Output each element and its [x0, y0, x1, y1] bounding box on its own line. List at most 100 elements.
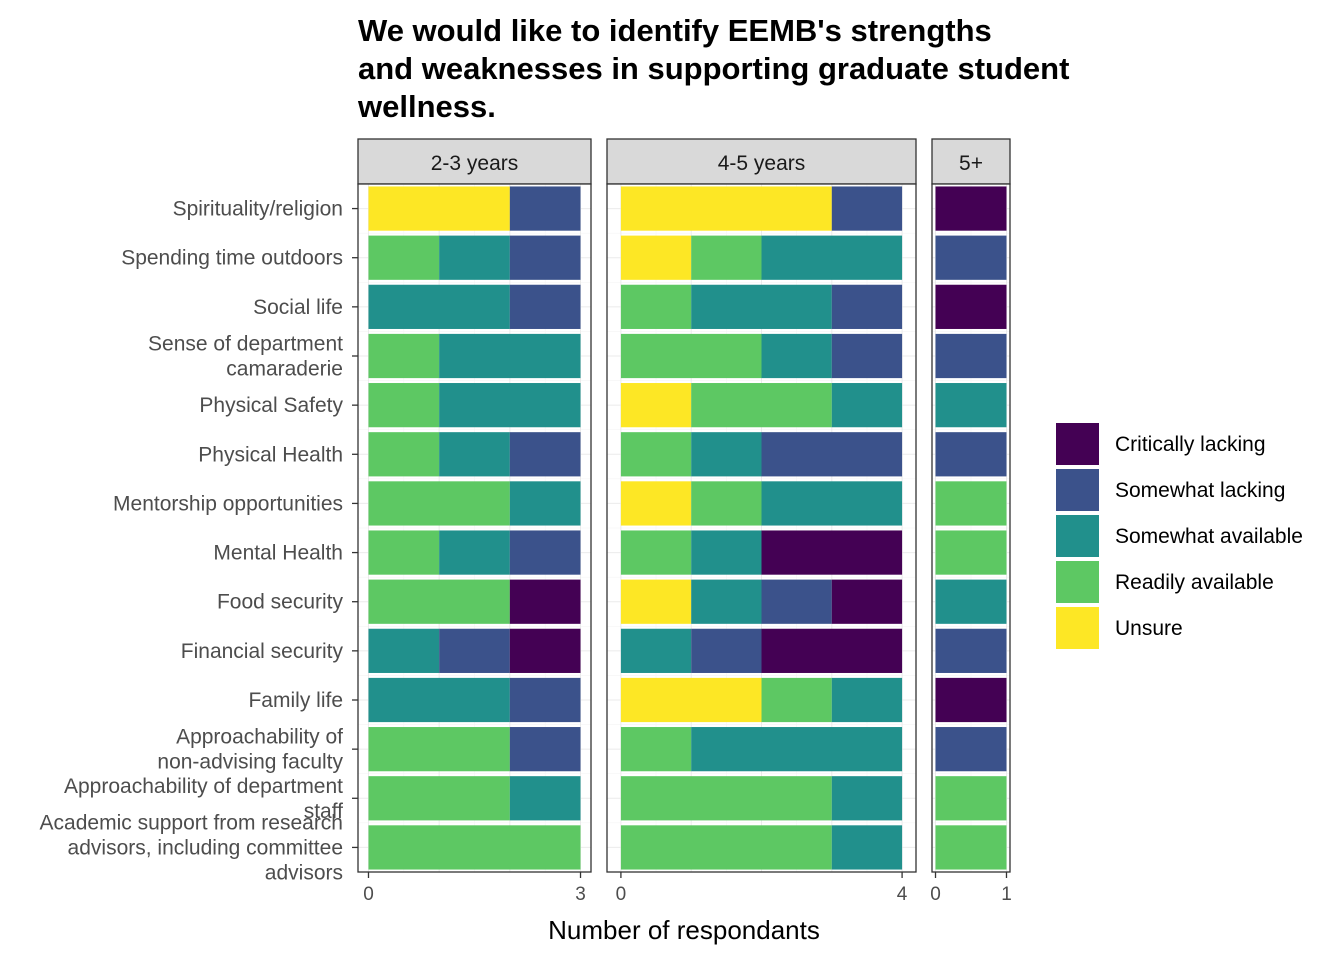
bar-4-5-years-physical-health-somewhat-available	[691, 432, 762, 477]
title-line-2: and weaknesses in supporting graduate st…	[358, 51, 1069, 86]
bar-4-5-years-physical-safety-readily-available	[691, 383, 832, 428]
chart-title: We would like to identify EEMB's strengt…	[357, 13, 1069, 124]
category-label-family-life: Family life	[248, 689, 343, 712]
x-tick-label: 0	[363, 884, 374, 905]
bar-4-5-years-mental-health-somewhat-available	[691, 530, 762, 575]
bar-2-3-years-spending-time-outdoors-somewhat-available	[439, 235, 510, 280]
legend-key-unsure	[1056, 607, 1099, 649]
bar-4-5-years-mental-health-readily-available	[620, 530, 692, 575]
bar-4-5-years-physical-safety-unsure	[620, 383, 692, 428]
bar-5-food-security-somewhat-available	[935, 579, 1007, 624]
panel-border	[357, 183, 592, 873]
bar-2-3-years-physical-health-somewhat-lacking	[509, 432, 581, 477]
bar-4-5-years-mental-health-critically-lacking	[761, 530, 903, 575]
bar-2-3-years-physical-safety-readily-available	[368, 383, 440, 428]
bar-4-5-years-approachability-of-department-staff-somewhat-available	[831, 776, 903, 821]
strip-label-2-3-years: 2-3 years	[431, 152, 519, 175]
bar-2-3-years-approachability-of-non-advising-faculty-somewhat-lacking	[509, 727, 581, 772]
category-label-mentorship-opportunities: Mentorship opportunities	[113, 492, 343, 515]
x-tick-label: 4	[897, 884, 908, 905]
bar-5-sense-of-department-camaraderie-somewhat-lacking	[935, 333, 1007, 379]
bar-2-3-years-family-life-somewhat-available	[368, 677, 510, 723]
bar-2-3-years-physical-health-somewhat-available	[439, 432, 510, 477]
bar-4-5-years-family-life-readily-available	[761, 677, 832, 723]
bar-2-3-years-spending-time-outdoors-readily-available	[368, 235, 440, 280]
bar-5-mental-health-readily-available	[935, 530, 1007, 575]
legend: Critically lacking Somewhat lacking Somewh…	[1056, 423, 1303, 649]
legend-key-somewhat-lacking	[1056, 469, 1099, 511]
panel-2-3-years: 2-3 years 0 3	[357, 138, 592, 905]
bar-2-3-years-sense-of-department-camaraderie-readily-available	[368, 333, 440, 379]
bar-5-physical-health-somewhat-lacking	[935, 432, 1007, 477]
category-label-approachability-of-non-advising-faculty: Approachability of	[176, 726, 343, 749]
legend-label-readily-available: Readily available	[1115, 571, 1274, 594]
bar-5-physical-safety-somewhat-available	[935, 383, 1007, 428]
bar-4-5-years-physical-safety-somewhat-available	[831, 383, 903, 428]
x-tick-label: 3	[575, 884, 586, 905]
category-label-sense-of-department-camaraderie: Sense of department	[148, 333, 343, 356]
facet-panels: 2-3 years 0 3 4-5 years 0 4 5+ 0 1	[357, 138, 1012, 905]
bar-2-3-years-mental-health-readily-available	[368, 530, 440, 575]
category-label-mental-health: Mental Health	[213, 542, 343, 565]
category-label-approachability-of-non-advising-faculty: non-advising faculty	[157, 751, 343, 774]
bar-4-5-years-mentorship-opportunities-unsure	[620, 481, 692, 526]
bar-4-5-years-food-security-unsure	[620, 579, 692, 624]
category-label-approachability-of-department-staff: Approachability of department	[64, 775, 343, 798]
x-tick-label: 0	[930, 884, 941, 905]
bar-2-3-years-physical-health-readily-available	[368, 432, 440, 477]
category-label-approachability-of-department-staff: staff	[304, 800, 343, 823]
bar-2-3-years-sense-of-department-camaraderie-somewhat-available	[439, 333, 581, 379]
bar-4-5-years-academic-support-from-research-advisors-including-committee-advisors-readily-available	[620, 825, 832, 870]
bar-4-5-years-approachability-of-non-advising-faculty-readily-available	[620, 727, 692, 772]
bar-4-5-years-social-life-somewhat-available	[691, 284, 832, 329]
category-label-spending-time-outdoors: Spending time outdoors	[121, 247, 343, 270]
bar-4-5-years-mentorship-opportunities-somewhat-available	[761, 481, 903, 526]
bar-4-5-years-social-life-somewhat-lacking	[831, 284, 903, 329]
legend-key-critically-lacking	[1056, 423, 1099, 465]
panel-4-5-years: 4-5 years 0 4	[606, 138, 917, 905]
bar-5-financial-security-somewhat-lacking	[935, 628, 1007, 673]
category-label-physical-safety: Physical Safety	[199, 394, 343, 417]
legend-label-unsure: Unsure	[1115, 617, 1183, 640]
bar-4-5-years-financial-security-somewhat-lacking	[691, 628, 762, 673]
bar-5-academic-support-from-research-advisors-including-committee-advisors-readily-available	[935, 825, 1007, 870]
bar-2-3-years-approachability-of-non-advising-faculty-readily-available	[368, 727, 510, 772]
category-label-food-security: Food security	[217, 591, 344, 614]
bar-5-spirituality-religion-critically-lacking	[935, 186, 1007, 231]
bar-4-5-years-sense-of-department-camaraderie-somewhat-lacking	[831, 333, 903, 379]
bar-4-5-years-food-security-critically-lacking	[831, 579, 903, 624]
panel-5: 5+ 0 1	[930, 138, 1012, 905]
bar-4-5-years-approachability-of-department-staff-readily-available	[620, 776, 832, 821]
category-label-sense-of-department-camaraderie: camaraderie	[226, 358, 343, 381]
bar-4-5-years-academic-support-from-research-advisors-including-committee-advisors-somewhat-available	[831, 825, 903, 870]
x-axis-title: Number of respondants	[548, 915, 820, 945]
bar-5-approachability-of-non-advising-faculty-somewhat-lacking	[935, 727, 1007, 772]
bar-2-3-years-spirituality-religion-somewhat-lacking	[509, 186, 581, 231]
panel-border	[931, 183, 1011, 873]
bar-4-5-years-family-life-somewhat-available	[831, 677, 903, 723]
bar-2-3-years-spending-time-outdoors-somewhat-lacking	[509, 235, 581, 280]
bar-2-3-years-food-security-critically-lacking	[509, 579, 581, 624]
legend-key-readily-available	[1056, 561, 1099, 603]
strip-label-5: 5+	[959, 152, 983, 175]
bar-2-3-years-financial-security-somewhat-available	[368, 628, 440, 673]
bar-5-family-life-critically-lacking	[935, 677, 1007, 723]
bar-5-spending-time-outdoors-somewhat-lacking	[935, 235, 1007, 280]
bar-2-3-years-mental-health-somewhat-lacking	[509, 530, 581, 575]
category-axis-labels: Spirituality/religion Spending time outdo…	[40, 198, 358, 884]
category-label-spirituality-religion: Spirituality/religion	[173, 198, 343, 221]
bar-2-3-years-approachability-of-department-staff-readily-available	[368, 776, 510, 821]
bar-4-5-years-spirituality-religion-unsure	[620, 186, 832, 231]
legend-label-somewhat-available: Somewhat available	[1115, 525, 1303, 548]
bar-2-3-years-financial-security-somewhat-lacking	[439, 628, 510, 673]
category-label-social-life: Social life	[253, 296, 343, 319]
bar-4-5-years-financial-security-critically-lacking	[761, 628, 903, 673]
bar-4-5-years-approachability-of-non-advising-faculty-somewhat-available	[691, 727, 903, 772]
bar-4-5-years-food-security-somewhat-available	[691, 579, 762, 624]
title-line-3: wellness.	[357, 89, 496, 124]
bar-2-3-years-family-life-somewhat-lacking	[509, 677, 581, 723]
legend-label-somewhat-lacking: Somewhat lacking	[1115, 479, 1285, 502]
strip-5	[931, 138, 1011, 185]
category-label-financial-security: Financial security	[181, 640, 344, 663]
